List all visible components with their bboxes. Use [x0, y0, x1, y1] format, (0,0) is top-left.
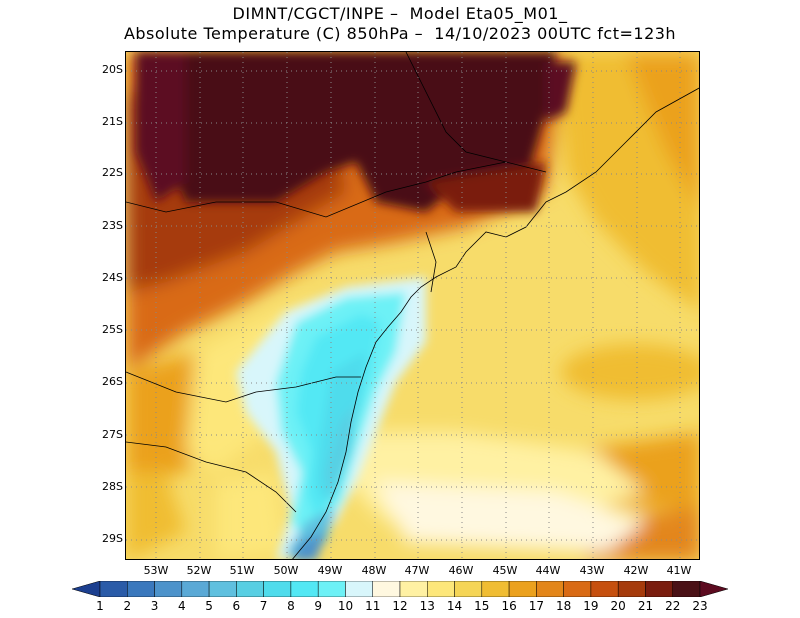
lon-label: 52W	[186, 564, 212, 577]
lon-label: 43W	[579, 564, 605, 577]
colorbar-label: 16	[501, 599, 517, 613]
colorbar-label: 11	[365, 599, 381, 613]
colorbar-label: 14	[446, 599, 463, 613]
map-title-line1: DIMNT/CGCT/INPE – Model Eta05_M01_	[232, 4, 568, 23]
colorbar-arrow-low	[72, 581, 101, 597]
lat-label: 29S	[102, 532, 123, 545]
colorbar-segment	[536, 581, 564, 597]
colorbar-label: 1	[96, 599, 104, 613]
colorbar-label: 7	[259, 599, 268, 613]
colorbar-arrow-high	[699, 581, 728, 597]
lon-label: 48W	[361, 564, 387, 577]
colorbar-label: 20	[610, 599, 626, 613]
colorbar-segment	[127, 581, 155, 597]
lon-label: 49W	[317, 564, 343, 577]
colorbar-segment	[154, 581, 183, 597]
colorbar-label: 8	[287, 599, 295, 613]
lat-label: 20S	[102, 63, 123, 76]
colorbar-segment	[617, 581, 646, 597]
lat-label: 26S	[102, 375, 123, 388]
colorbar-segment	[454, 581, 483, 597]
colorbar-segment	[236, 581, 264, 597]
colorbar-label: 18	[555, 599, 572, 613]
lat-label: 22S	[102, 166, 123, 179]
lat-label: 23S	[102, 219, 123, 232]
colorbar-label: 17	[528, 599, 544, 613]
colorbar-segment	[672, 581, 701, 597]
colorbar-segment	[399, 581, 428, 597]
colorbar-label: 3	[150, 599, 159, 613]
colorbar-label: 21	[637, 599, 654, 613]
colorbar-segment	[563, 581, 592, 597]
colorbar-segment	[181, 581, 210, 597]
colorbar-segment	[317, 581, 346, 597]
lat-label: 25S	[102, 323, 123, 336]
colorbar-label: 13	[419, 599, 435, 613]
colorbar-label: 22	[665, 599, 681, 613]
colorbar	[72, 581, 728, 597]
colorbar-segment	[481, 581, 510, 597]
colorbar-label: 9	[314, 599, 322, 613]
graticule	[126, 52, 699, 559]
lon-label: 47W	[404, 564, 430, 577]
colorbar-segment	[99, 581, 128, 597]
lat-label: 21S	[102, 115, 123, 128]
lon-label: 42W	[623, 564, 649, 577]
colorbar-label: 23	[692, 599, 708, 613]
colorbar-segment	[290, 581, 319, 597]
colorbar-label: 6	[232, 599, 241, 613]
colorbar-segment	[372, 581, 401, 597]
temperature-field	[126, 52, 699, 559]
colorbar-segment	[508, 581, 537, 597]
colorbar-segment	[427, 581, 455, 597]
lon-label: 41W	[666, 564, 692, 577]
colorbar-label: 10	[337, 599, 354, 613]
map-title-line2: Absolute Temperature (C) 850hPa – 14/10/…	[123, 24, 677, 43]
lon-label: 46W	[448, 564, 474, 577]
lon-label: 50W	[273, 564, 299, 577]
colorbar-label: 5	[205, 599, 213, 613]
temperature-map	[125, 51, 700, 560]
lat-label: 24S	[102, 271, 123, 284]
colorbar-segment	[263, 581, 292, 597]
colorbar-label: 4	[177, 599, 186, 613]
colorbar-segment	[345, 581, 373, 597]
colorbar-segment	[208, 581, 237, 597]
colorbar-label: 2	[123, 599, 132, 613]
lat-label: 27S	[102, 428, 123, 441]
lon-label: 53W	[143, 564, 169, 577]
colorbar-label: 12	[392, 599, 408, 613]
colorbar-label: 19	[583, 599, 599, 613]
colorbar-label: 15	[474, 599, 490, 613]
lat-label: 28S	[102, 480, 123, 493]
lon-label: 51W	[229, 564, 255, 577]
lon-label: 45W	[492, 564, 518, 577]
lon-label: 44W	[535, 564, 561, 577]
colorbar-segment	[590, 581, 619, 597]
colorbar-segment	[645, 581, 673, 597]
coastline	[126, 52, 699, 559]
